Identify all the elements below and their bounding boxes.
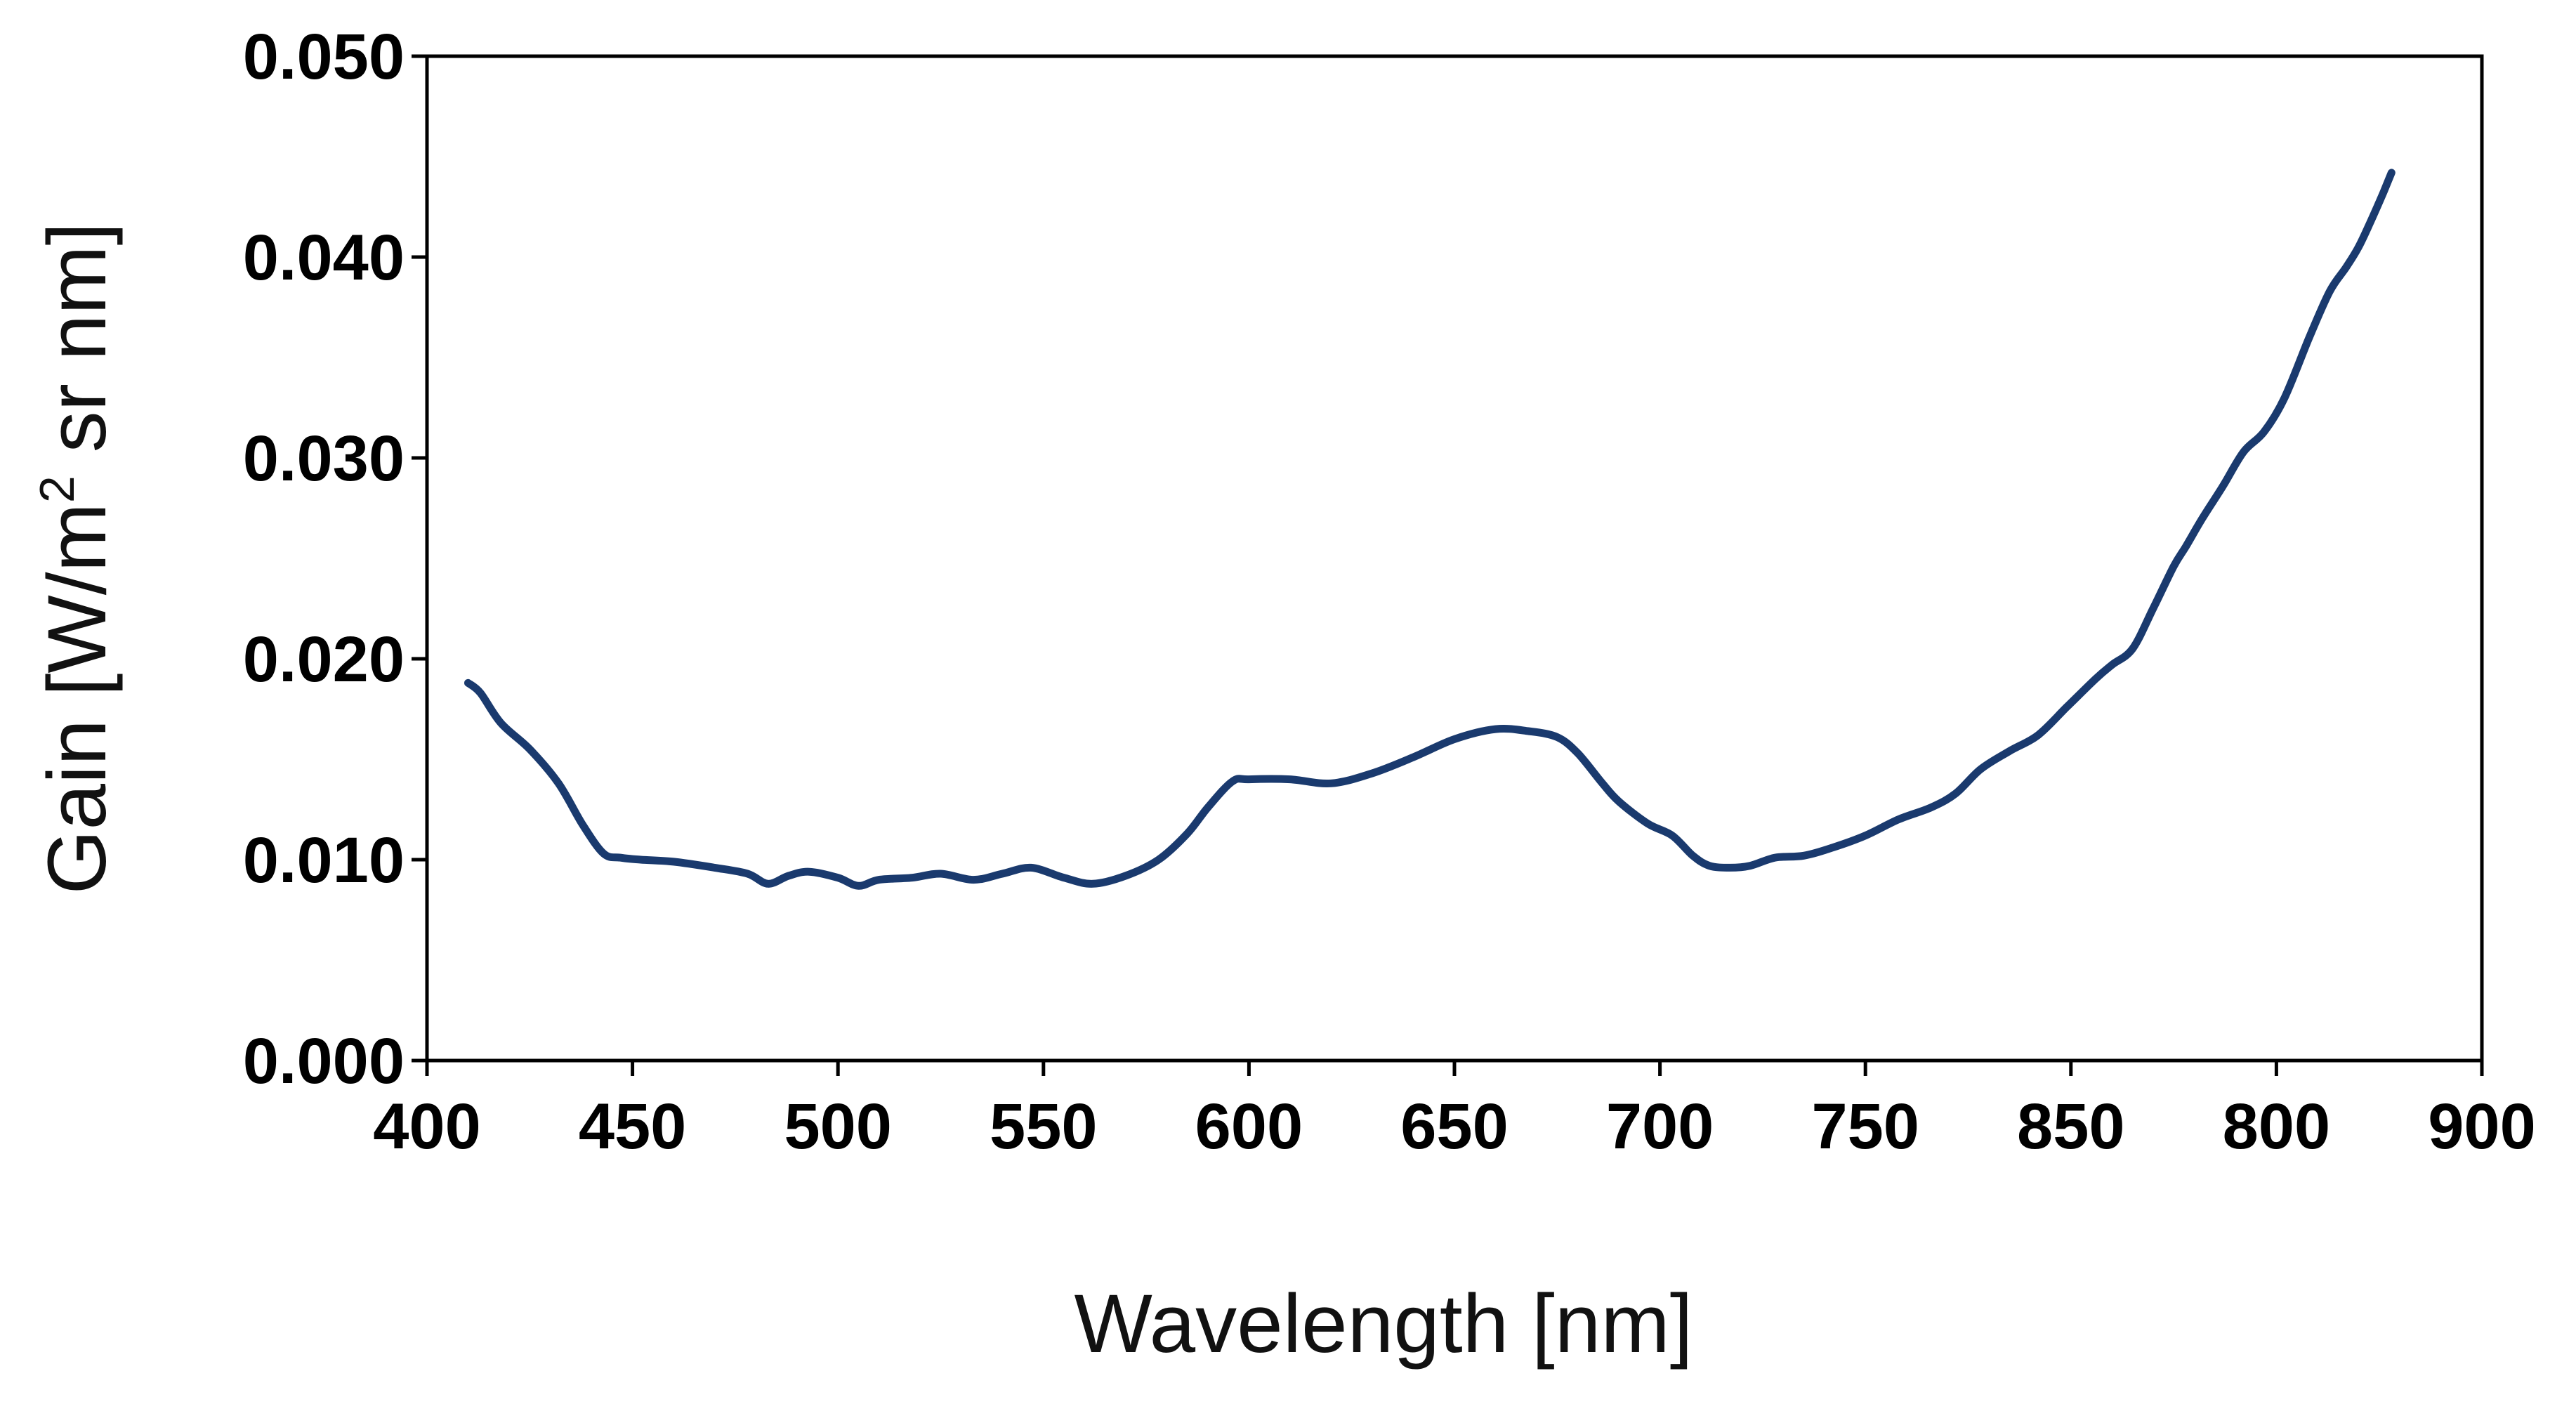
y-tick-label: 0.050 <box>243 21 405 93</box>
y-axis: 0.000 0.010 0.020 0.030 0.040 0.050 <box>243 21 427 1097</box>
x-tick-label: 400 <box>373 1091 481 1162</box>
x-tick-label: 900 <box>2428 1091 2536 1162</box>
y-axis-title-suffix: sr nm] <box>31 223 124 476</box>
x-tick-label: 500 <box>784 1091 892 1162</box>
x-axis: 400 450 500 550 600 650 700 750 850 800 900 <box>373 1061 2536 1162</box>
y-tick-label: 0.000 <box>243 1025 405 1097</box>
y-tick-label: 0.010 <box>243 825 405 896</box>
y-axis-title: Gain [W/m2 sr nm] <box>29 223 124 895</box>
y-axis-title-prefix: Gain [W/m <box>31 503 124 894</box>
x-tick-label: 450 <box>579 1091 687 1162</box>
x-tick-label: 600 <box>1195 1091 1303 1162</box>
y-tick-label: 0.020 <box>243 624 405 695</box>
series-layer <box>464 169 2396 890</box>
y-tick-label: 0.030 <box>243 423 405 494</box>
x-axis-title: Wavelength [nm] <box>1074 1278 1693 1370</box>
x-tick-label: 850 <box>2017 1091 2125 1162</box>
x-tick-label: 650 <box>1400 1091 1509 1162</box>
gain-series-line <box>464 169 2396 890</box>
x-tick-label: 800 <box>2223 1091 2331 1162</box>
y-axis-title-superscript: 2 <box>29 475 84 503</box>
x-tick-label: 750 <box>1811 1091 1919 1162</box>
x-tick-label: 700 <box>1606 1091 1714 1162</box>
plot-frame <box>425 54 2484 1063</box>
x-tick-label: 550 <box>990 1091 1098 1162</box>
y-tick-label: 0.040 <box>243 222 405 294</box>
